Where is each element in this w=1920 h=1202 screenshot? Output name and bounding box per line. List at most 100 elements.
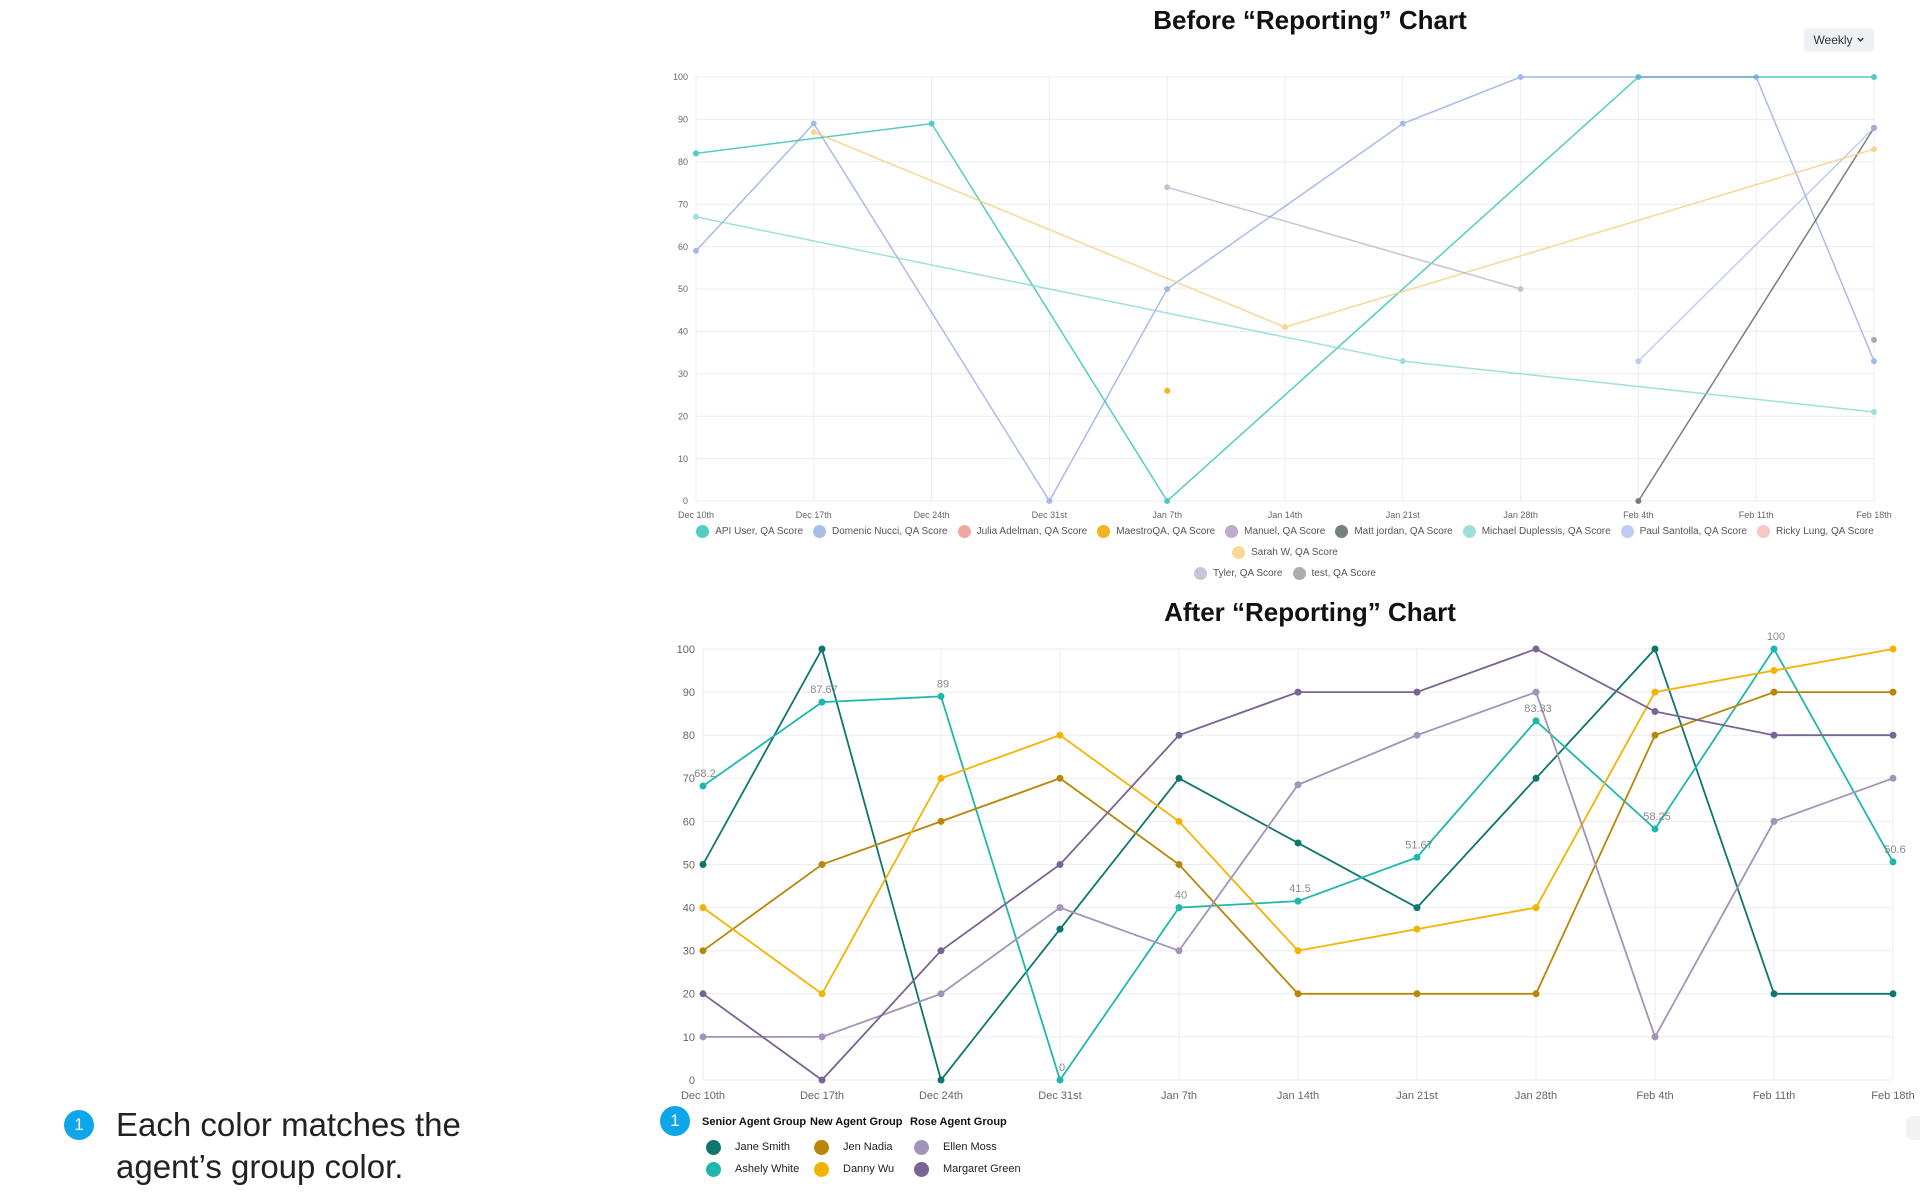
legend-item[interactable]: Ricky Lung, QA Score [1756, 523, 1874, 540]
data-point[interactable] [1413, 925, 1421, 933]
series-domenic-nucci-qa-score[interactable] [693, 74, 1877, 504]
data-point[interactable] [937, 947, 945, 955]
data-point[interactable] [1889, 858, 1897, 866]
data-point[interactable] [1175, 947, 1183, 955]
data-point[interactable] [1413, 990, 1421, 998]
scroll-handle[interactable] [1906, 1116, 1920, 1140]
data-point[interactable] [1175, 904, 1183, 912]
data-point[interactable] [1175, 861, 1183, 868]
legend-item[interactable]: Ashely White [702, 1158, 806, 1180]
data-point[interactable] [1175, 817, 1183, 825]
data-point[interactable] [810, 120, 817, 127]
data-point[interactable] [937, 692, 945, 700]
data-point[interactable] [1294, 990, 1302, 998]
data-point[interactable] [1770, 645, 1778, 653]
legend-item[interactable]: API User, QA Score [696, 523, 803, 540]
data-point[interactable] [1770, 990, 1778, 998]
data-point[interactable] [1889, 688, 1897, 696]
data-point[interactable] [1517, 74, 1524, 80]
data-point[interactable] [1770, 731, 1778, 739]
data-point[interactable] [699, 904, 707, 912]
data-point[interactable] [1056, 925, 1064, 933]
data-point[interactable] [1413, 731, 1421, 739]
legend-item[interactable]: Margaret Green [910, 1158, 1021, 1180]
data-point[interactable] [1651, 707, 1659, 715]
data-point[interactable] [1635, 358, 1642, 365]
data-point[interactable] [1753, 74, 1760, 80]
data-point[interactable] [1770, 667, 1778, 675]
data-point[interactable] [937, 1076, 945, 1084]
data-point[interactable] [818, 990, 826, 998]
data-point[interactable] [1282, 324, 1288, 331]
legend-item[interactable]: Matt jordan, QA Score [1335, 523, 1453, 540]
data-point[interactable] [699, 1033, 707, 1041]
data-point[interactable] [1770, 688, 1778, 696]
series-test-qa-score[interactable] [1871, 336, 1877, 343]
legend-item[interactable]: Manuel, QA Score [1225, 523, 1325, 540]
data-point[interactable] [1056, 904, 1064, 912]
data-point[interactable] [818, 645, 826, 653]
data-point[interactable] [1413, 853, 1421, 861]
data-point[interactable] [1871, 408, 1877, 415]
data-point[interactable] [699, 861, 707, 868]
series-michael-duplessis-qa-score[interactable] [693, 213, 1877, 415]
data-point[interactable] [1294, 781, 1302, 789]
data-point[interactable] [1056, 861, 1064, 868]
data-point[interactable] [1164, 387, 1171, 394]
data-point[interactable] [1532, 717, 1540, 725]
data-point[interactable] [1532, 990, 1540, 998]
data-point[interactable] [1871, 74, 1877, 80]
data-point[interactable] [928, 120, 935, 127]
data-point[interactable] [1889, 774, 1897, 782]
series-ellen-moss[interactable] [699, 688, 1897, 1041]
legend-item[interactable]: Danny Wu [810, 1158, 902, 1180]
series-sarah-w-qa-score[interactable] [810, 129, 1877, 331]
data-point[interactable] [1413, 688, 1421, 696]
data-point[interactable] [1889, 990, 1897, 998]
legend-item[interactable]: Sarah W, QA Score [1232, 544, 1338, 561]
data-point[interactable] [1871, 336, 1877, 343]
data-point[interactable] [1164, 498, 1171, 504]
data-point[interactable] [1294, 688, 1302, 696]
data-point[interactable] [1175, 731, 1183, 739]
data-point[interactable] [1046, 498, 1053, 504]
data-point[interactable] [1532, 688, 1540, 696]
data-point[interactable] [699, 947, 707, 955]
data-point[interactable] [1056, 774, 1064, 782]
data-point[interactable] [1294, 839, 1302, 847]
data-point[interactable] [937, 990, 945, 998]
series-tyler-qa-score[interactable] [1164, 184, 1524, 292]
legend-item[interactable]: Julia Adelman, QA Score [957, 523, 1087, 540]
series-margaret-green[interactable] [699, 645, 1897, 1084]
legend-item[interactable]: Domenic Nucci, QA Score [813, 523, 948, 540]
data-point[interactable] [1889, 645, 1897, 653]
data-point[interactable] [693, 150, 699, 157]
data-point[interactable] [1871, 358, 1877, 365]
series-jane-smith[interactable] [699, 645, 1897, 1084]
data-point[interactable] [937, 817, 945, 825]
data-point[interactable] [818, 1076, 826, 1084]
legend-item[interactable]: Tyler, QA Score [1194, 565, 1283, 582]
data-point[interactable] [693, 247, 699, 254]
data-point[interactable] [937, 774, 945, 782]
series-jen-nadia[interactable] [699, 688, 1897, 998]
legend-item[interactable]: test, QA Score [1292, 565, 1376, 582]
data-point[interactable] [1651, 825, 1659, 833]
legend-item[interactable]: Ellen Moss [910, 1136, 1021, 1158]
data-point[interactable] [693, 213, 699, 220]
data-point[interactable] [1164, 184, 1171, 191]
data-point[interactable] [1175, 774, 1183, 782]
legend-item[interactable]: MaestroQA, QA Score [1097, 523, 1215, 540]
data-point[interactable] [1164, 286, 1171, 292]
series-paul-santolla-qa-score[interactable] [1635, 124, 1877, 365]
data-point[interactable] [1871, 146, 1877, 153]
weekly-dropdown[interactable]: Weekly [1804, 28, 1874, 52]
data-point[interactable] [1413, 904, 1421, 912]
data-point[interactable] [818, 1033, 826, 1041]
data-point[interactable] [1651, 645, 1659, 653]
data-point[interactable] [1399, 358, 1406, 365]
data-point[interactable] [1056, 1076, 1064, 1084]
series-ashely-white[interactable]: 68.2 87.67 89 0 40 41.5 51.67 83.33 58.25 100 50.6 [694, 631, 1906, 1084]
data-point[interactable] [1532, 904, 1540, 912]
data-point[interactable] [1532, 645, 1540, 653]
